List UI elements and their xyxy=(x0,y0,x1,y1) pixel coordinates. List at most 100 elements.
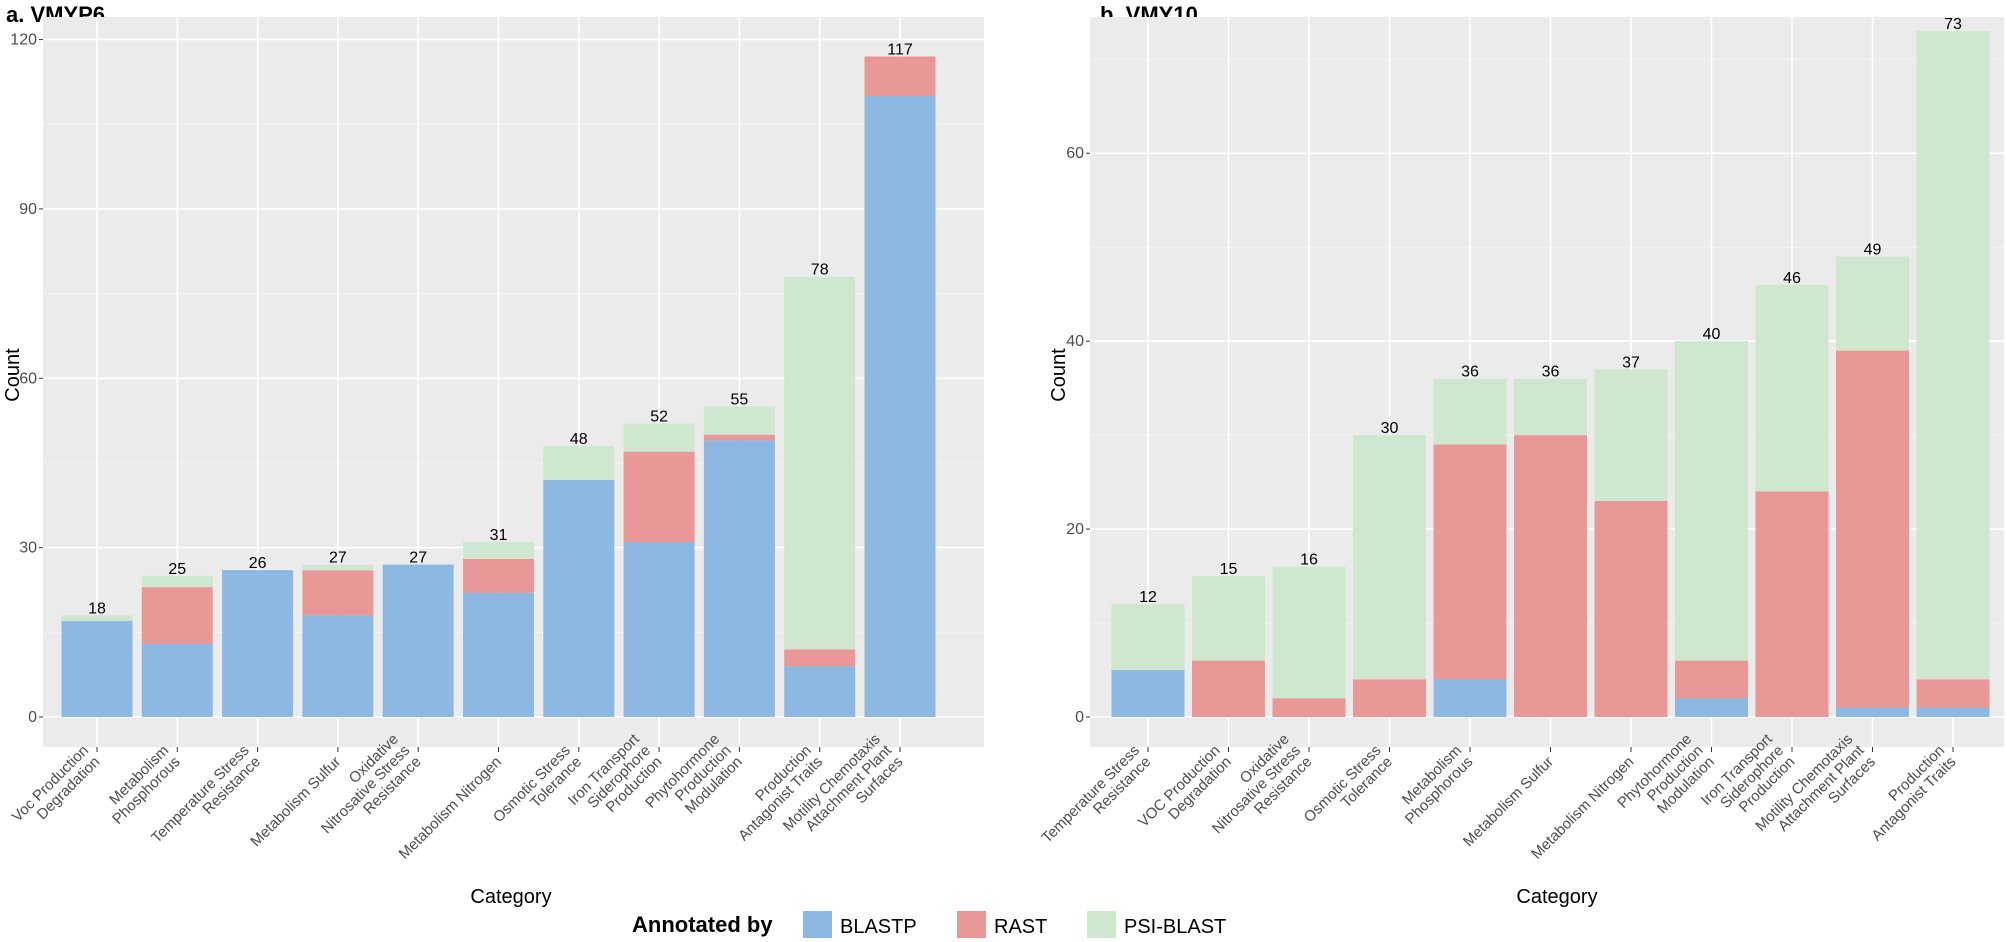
panel-b-y-tick-label: 0 xyxy=(1075,709,1084,726)
panel-a-total-label: 78 xyxy=(811,262,829,279)
panel-a-total-label: 52 xyxy=(650,408,668,425)
panel-b-bar-motility-chemotaxis-attachment-plant-surfaces-psi-blast xyxy=(1836,256,1909,351)
panel-a-y-tick-label: 120 xyxy=(10,32,37,49)
panel-b-bar-iron-transport-siderophore-production-psi-blast xyxy=(1755,284,1829,492)
panel-b-x-tick-label: MetabolismPhosphorous xyxy=(1391,742,1477,828)
panel-b-bar-motility-chemotaxis-attachment-plant-surfaces-rast xyxy=(1836,350,1909,708)
panel-a-y-tick-label: 90 xyxy=(19,201,37,218)
panel-b-total-label: 40 xyxy=(1703,326,1721,343)
panel-b-total-label: 37 xyxy=(1622,354,1640,371)
panel-b-total-label: 46 xyxy=(1783,270,1801,287)
panel-b-total-label: 16 xyxy=(1300,552,1318,569)
panel-b-x-tick-label: Osmotic StressTolerance xyxy=(1301,742,1396,837)
legend: Annotated by BLASTP RAST PSI-BLAST xyxy=(632,911,1226,938)
panel-b-bar-osmotic-stress-tolerance-rast xyxy=(1353,679,1426,717)
panel-b-bar-temperature-stress-resistance-psi-blast xyxy=(1111,604,1185,671)
panel-a-bar-voc-production-degradation-blastp xyxy=(61,621,133,717)
panel-a-bar-temperature-stress-resistance-blastp xyxy=(222,570,294,717)
panel-b-bar-production-antagonist-traits-psi-blast xyxy=(1916,31,1990,680)
panel-b-x-axis-title: Category xyxy=(1516,886,1597,908)
panel-a-bar-phytohormone-production-modulation-psi-blast xyxy=(703,406,775,435)
panel-b-bar-phytohormone-production-modulation-psi-blast xyxy=(1675,341,1748,661)
panel-a-total-label: 55 xyxy=(731,392,749,409)
panel-a-y-tick-label: 60 xyxy=(19,370,37,387)
panel-b-y-axis-title: Count xyxy=(1048,348,1070,402)
panel-b-bar-production-antagonist-traits-rast xyxy=(1916,679,1990,708)
panel-a-bar-metabolism-nitrogen-blastp xyxy=(463,592,534,717)
panel-b-bar-metabolism-phosphorous-blastp xyxy=(1433,679,1507,717)
panel-a-x-tick-label: Voc ProductionDegradation xyxy=(9,742,104,837)
panel-b-bar-phytohormone-production-modulation-rast xyxy=(1675,660,1748,699)
panel-b-bar-metabolism-phosphorous-psi-blast xyxy=(1433,378,1507,445)
panel-a-bar-osmotic-stress-tolerance-blastp xyxy=(543,479,615,717)
panel-a-total-label: 48 xyxy=(570,431,588,448)
panel-a-total-label: 117 xyxy=(887,42,913,59)
panel-b-bar-metabolism-nitrogen-rast xyxy=(1594,500,1668,717)
panel-a-bar-motility-chemotaxis-attachment-plant-surfaces-rast xyxy=(864,56,936,97)
panel-b-bar-temperature-stress-resistance-blastp xyxy=(1111,670,1185,717)
panel-a-bar-metabolism-nitrogen-rast xyxy=(463,558,534,593)
panel-b-bar-production-antagonist-traits-blastp xyxy=(1916,707,1990,717)
panel-b-bar-metabolism-sulfur-rast xyxy=(1514,435,1587,717)
legend-swatch-psi-blast xyxy=(1087,911,1116,938)
panel-b-total-label: 30 xyxy=(1381,420,1399,437)
panel-a-bar-voc-production-degradation-psi-blast xyxy=(61,615,133,622)
panel-a-bar-phytohormone-production-modulation-blastp xyxy=(703,440,775,717)
panel-b-bar-voc-production-degradation-psi-blast xyxy=(1192,576,1265,661)
panel-b-total-label: 36 xyxy=(1542,364,1560,381)
panel-a-bar-production-antagonist-traits-blastp xyxy=(784,666,856,717)
panel-a-bar-metabolism-sulfur-blastp xyxy=(302,615,374,717)
legend-swatch-rast xyxy=(957,911,986,938)
panel-b-bar-motility-chemotaxis-attachment-plant-surfaces-blastp xyxy=(1836,707,1909,717)
panel-b-bar-voc-production-degradation-rast xyxy=(1192,660,1265,717)
panel-a-bar-motility-chemotaxis-attachment-plant-surfaces-blastp xyxy=(864,96,936,718)
panel-a-bar-metabolism-phosphorous-psi-blast xyxy=(141,575,213,588)
panel-a-total-label: 25 xyxy=(168,561,186,578)
panel-b-total-label: 49 xyxy=(1864,242,1882,259)
panel-a-y-axis-title: Count xyxy=(2,348,24,402)
panel-b-x-tick-label: Temperature StressResistance xyxy=(1038,742,1154,858)
panel-a-bar-metabolism-phosphorous-blastp xyxy=(141,643,213,717)
panel-a-bar-iron-transport-siderophore-production-rast xyxy=(623,451,695,542)
panel-a-bar-production-antagonist-traits-rast xyxy=(784,649,856,667)
panel-a-bar-oxidative-nitrosative-stress-resistance-blastp xyxy=(382,564,454,717)
panel-a-bar-metabolism-sulfur-psi-blast xyxy=(302,564,374,571)
panel-b-bar-metabolism-nitrogen-psi-blast xyxy=(1594,369,1668,501)
panel-b-bar-metabolism-phosphorous-rast xyxy=(1433,444,1507,680)
legend-label-psi-blast: PSI-BLAST xyxy=(1124,916,1226,938)
panel-b-total-label: 12 xyxy=(1139,589,1157,606)
panel-b-total-label: 15 xyxy=(1220,561,1238,578)
legend-title: Annotated by xyxy=(632,912,773,937)
panel-a-bar-production-antagonist-traits-psi-blast xyxy=(784,276,856,650)
panel-a-bar-osmotic-stress-tolerance-psi-blast xyxy=(543,446,615,480)
panel-a-total-label: 27 xyxy=(409,550,427,567)
panel-a-x-axis-title: Category xyxy=(470,886,551,908)
panel-a-total-label: 18 xyxy=(88,600,106,617)
legend-label-rast: RAST xyxy=(994,916,1047,938)
panel-b-bar-osmotic-stress-tolerance-psi-blast xyxy=(1353,435,1426,680)
panel-b-x-tick-label-line: Temperature Stress xyxy=(1038,742,1143,847)
panel-b-bar-metabolism-sulfur-psi-blast xyxy=(1514,378,1587,436)
panel-a-total-label: 27 xyxy=(329,550,347,567)
panel-a-total-label: 26 xyxy=(249,555,267,572)
legend-label-blastp: BLASTP xyxy=(840,916,917,938)
panel-b-bar-phytohormone-production-modulation-blastp xyxy=(1675,698,1748,717)
panel-a-bar-metabolism-nitrogen-psi-blast xyxy=(463,542,534,559)
panel-a-bar-metabolism-sulfur-rast xyxy=(302,570,374,616)
panel-b-y-tick-label: 60 xyxy=(1066,145,1084,162)
panel-b-y-tick-label: 40 xyxy=(1066,333,1084,350)
panel-a-y-tick-label: 30 xyxy=(19,540,37,557)
panel-b-bar-iron-transport-siderophore-production-rast xyxy=(1755,491,1829,717)
legend-swatch-blastp xyxy=(803,911,832,938)
panel-b-x-tick-label: ProductionAntagonist Traits xyxy=(1857,742,1959,844)
panel-b-bar-oxidative-nitrosative-stress-resistance-rast xyxy=(1272,698,1346,717)
panel-b-total-label: 73 xyxy=(1944,16,1962,33)
panel-b-y-tick-label: 20 xyxy=(1066,521,1084,538)
panel-a-bar-phytohormone-production-modulation-rast xyxy=(703,434,775,441)
panel-a-bar-iron-transport-siderophore-production-blastp xyxy=(623,542,695,717)
panel-b-bar-oxidative-nitrosative-stress-resistance-psi-blast xyxy=(1272,566,1346,699)
panel-a-total-label: 31 xyxy=(490,527,508,544)
